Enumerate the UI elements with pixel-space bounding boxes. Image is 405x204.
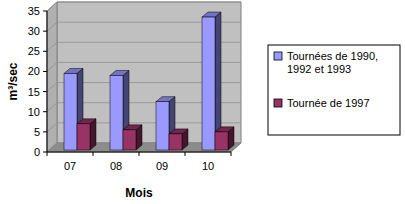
legend-label: Tournées de 1990,1992 et 1993	[287, 50, 378, 75]
bar-front	[215, 132, 228, 150]
x-tick	[139, 152, 140, 156]
bar-top	[215, 127, 234, 132]
x-tick-label: 10	[202, 160, 214, 172]
y-tick	[43, 131, 47, 132]
legend: Tournées de 1990,1992 et 1993 Tournée de …	[268, 45, 400, 135]
legend-label: Tournée de 1997	[287, 97, 370, 109]
y-tick	[43, 11, 47, 12]
grid-line	[47, 2, 241, 11]
bar	[77, 119, 96, 150]
bar-side	[90, 119, 96, 150]
bar-front	[202, 17, 215, 150]
bar-top	[202, 12, 221, 17]
y-tick-label: 20	[28, 65, 40, 77]
bars	[64, 12, 234, 150]
x-tick	[231, 152, 232, 156]
bar-top	[156, 97, 175, 102]
y-tick-label: 35	[28, 5, 40, 17]
x-tick-label: 07	[64, 160, 76, 172]
y-tick-label: 25	[28, 45, 40, 57]
bar	[169, 129, 188, 150]
bar-front	[64, 73, 77, 150]
chart: 0 5 10 15 20 25 30 35 07 08 09 10 m³/sec Mois Tournées…	[0, 0, 405, 204]
x-axis-title: Mois	[125, 186, 153, 200]
y-tick	[43, 71, 47, 72]
y-tick-label: 0	[34, 146, 40, 158]
x-tick-label: 08	[110, 160, 122, 172]
side-wall	[47, 2, 57, 152]
y-axis-title: m³/sec	[6, 62, 20, 100]
legend-swatch	[274, 99, 282, 107]
y-tick	[43, 152, 47, 153]
y-tick-label: 5	[34, 126, 40, 138]
y-tick-label: 15	[28, 86, 40, 98]
bar-top	[77, 119, 96, 124]
bar-top	[110, 70, 129, 75]
y-tick	[43, 31, 47, 32]
bar	[123, 125, 142, 150]
bar	[215, 127, 234, 150]
bar-top	[64, 68, 83, 73]
y-tick	[43, 111, 47, 112]
y-axis	[47, 11, 48, 152]
bar-front	[110, 75, 123, 150]
y-tick	[43, 51, 47, 52]
x-tick	[47, 152, 48, 156]
bar-front	[77, 124, 90, 150]
legend-swatch	[274, 52, 282, 60]
y-tick	[43, 91, 47, 92]
x-tick-label: 09	[156, 160, 168, 172]
x-tick	[93, 152, 94, 156]
y-tick-label: 30	[28, 25, 40, 37]
legend-box	[268, 45, 400, 135]
bar-front	[123, 130, 136, 150]
bar-front	[156, 102, 169, 150]
bar-top	[123, 125, 142, 130]
y-tick-label: 10	[28, 106, 40, 118]
bar-top	[169, 129, 188, 134]
x-tick	[185, 152, 186, 156]
bar-front	[169, 134, 182, 150]
